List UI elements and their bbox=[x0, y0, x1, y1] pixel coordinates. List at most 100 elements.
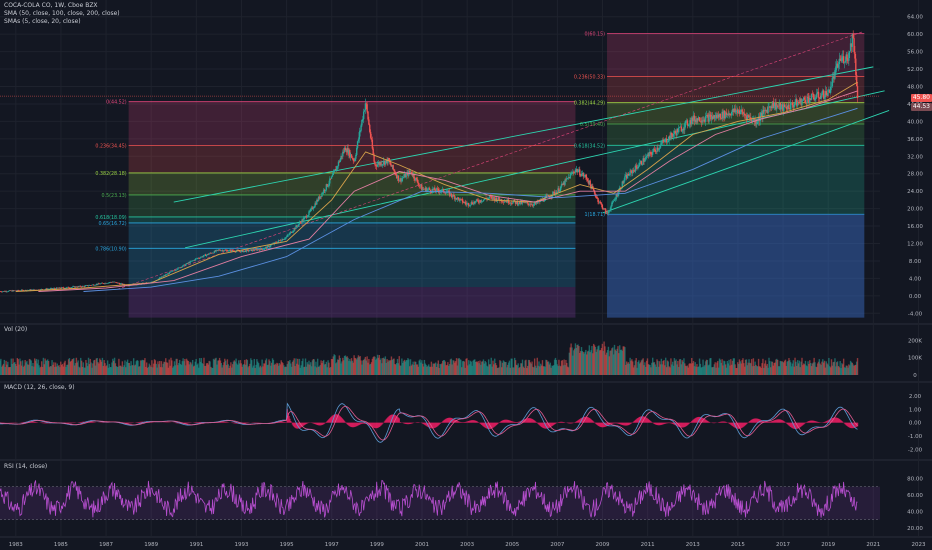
volume-bar bbox=[454, 361, 457, 375]
volume-bar bbox=[340, 363, 342, 375]
volume-bar bbox=[509, 367, 512, 375]
volume-bar bbox=[212, 358, 215, 375]
volume-bar bbox=[619, 349, 622, 375]
candle-body bbox=[243, 251, 245, 253]
candle-body bbox=[598, 201, 600, 203]
volume-bar bbox=[580, 347, 583, 375]
macd-histogram-bar bbox=[851, 422, 854, 429]
macd-histogram-bar bbox=[543, 422, 545, 429]
fib-zone bbox=[607, 124, 865, 146]
candle-body bbox=[644, 160, 646, 162]
macd-histogram-bar bbox=[445, 418, 447, 423]
macd-histogram-bar bbox=[530, 418, 532, 423]
volume-bar bbox=[26, 361, 28, 375]
volume-bar bbox=[520, 363, 522, 375]
candle-body bbox=[322, 192, 324, 194]
volume-bar bbox=[75, 357, 78, 375]
macd-histogram-bar bbox=[680, 422, 683, 428]
volume-bar bbox=[539, 366, 541, 375]
candle-body bbox=[735, 110, 737, 113]
volume-bar bbox=[638, 363, 641, 375]
candle-body bbox=[750, 117, 752, 120]
macd-histogram-bar bbox=[733, 422, 735, 428]
candle-body bbox=[323, 189, 326, 191]
macd-histogram-bar bbox=[448, 417, 451, 423]
candle-body bbox=[103, 283, 105, 285]
volume-bar bbox=[54, 362, 57, 375]
macd-histogram-bar bbox=[811, 420, 814, 423]
candle-body bbox=[279, 240, 282, 242]
volume-bar bbox=[364, 356, 367, 375]
volume-bar bbox=[328, 362, 330, 375]
volume-bar bbox=[389, 360, 392, 375]
volume-bar bbox=[14, 363, 17, 375]
volume-bar bbox=[458, 358, 460, 375]
candle-body bbox=[90, 285, 92, 286]
volume-bar bbox=[742, 358, 744, 375]
volume-bar bbox=[185, 365, 187, 375]
candle-body bbox=[47, 289, 49, 290]
macd-histogram-bar bbox=[799, 422, 801, 428]
candle-body bbox=[7, 290, 10, 292]
candle-body bbox=[566, 178, 569, 179]
volume-bar bbox=[120, 366, 123, 375]
candle-body bbox=[120, 283, 123, 285]
candle-body bbox=[160, 276, 163, 278]
volume-bar bbox=[76, 362, 78, 375]
macd-histogram-bar bbox=[795, 422, 797, 429]
candle-body bbox=[516, 201, 518, 205]
macd-histogram-bar bbox=[687, 422, 689, 425]
macd-histogram-bar bbox=[199, 422, 202, 423]
candle-body bbox=[557, 188, 559, 192]
candle-body bbox=[356, 141, 359, 148]
candle-body bbox=[239, 251, 242, 253]
volume-bar bbox=[391, 360, 394, 375]
macd-histogram-bar bbox=[745, 422, 748, 425]
macd-histogram-bar bbox=[772, 420, 775, 423]
volume-bar bbox=[769, 361, 771, 375]
volume-bar bbox=[363, 358, 366, 375]
macd-histogram-bar bbox=[683, 422, 685, 428]
volume-bar bbox=[10, 358, 12, 375]
candle-body bbox=[622, 181, 624, 183]
x-tick-label: 2013 bbox=[686, 542, 700, 548]
macd-histogram-bar bbox=[460, 422, 462, 423]
candle-body bbox=[432, 188, 434, 190]
macd-histogram-bar bbox=[618, 422, 620, 424]
macd-histogram-bar bbox=[706, 420, 709, 423]
macd-histogram-bar bbox=[621, 422, 624, 425]
volume-bar bbox=[779, 360, 781, 375]
volume-bar bbox=[125, 367, 127, 375]
macd-histogram-bar bbox=[634, 420, 637, 423]
candle-body bbox=[710, 114, 712, 120]
candle-body bbox=[213, 250, 216, 254]
candle-body bbox=[533, 202, 536, 204]
macd-histogram-bar bbox=[349, 422, 351, 427]
candle-body bbox=[265, 247, 268, 249]
volume-bar bbox=[645, 366, 647, 375]
candle-body bbox=[728, 113, 730, 115]
volume-bar bbox=[122, 366, 124, 375]
candle-body bbox=[841, 57, 843, 61]
candle-body bbox=[433, 187, 435, 190]
volume-bar bbox=[617, 346, 619, 375]
volume-bar bbox=[729, 365, 731, 375]
volume-bar bbox=[449, 359, 452, 375]
candle-body bbox=[200, 256, 203, 258]
candle-body bbox=[651, 154, 653, 155]
volume-bar bbox=[818, 359, 821, 375]
macd-histogram-bar bbox=[331, 415, 334, 423]
volume-bar bbox=[687, 367, 689, 375]
macd-histogram-bar bbox=[743, 422, 746, 426]
macd-histogram-bar bbox=[607, 422, 610, 426]
macd-histogram-bar bbox=[450, 417, 453, 423]
volume-bar bbox=[237, 364, 239, 375]
candle-body bbox=[434, 187, 436, 191]
volume-bar bbox=[78, 366, 80, 375]
macd-histogram-bar bbox=[751, 419, 754, 423]
candle-body bbox=[593, 190, 596, 194]
candle-body bbox=[494, 198, 496, 201]
macd-histogram-bar bbox=[830, 418, 833, 423]
candle-body bbox=[249, 249, 251, 251]
